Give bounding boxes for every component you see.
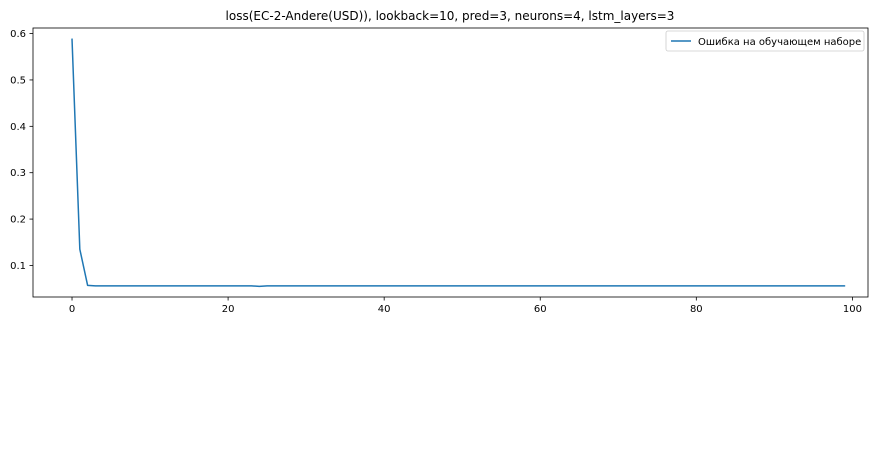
y-tick-label: 0.5 — [10, 75, 26, 86]
y-tick-label: 0.4 — [10, 122, 26, 133]
x-tick-label: 80 — [690, 304, 703, 315]
x-tick-label: 60 — [534, 304, 547, 315]
x-tick-label: 40 — [378, 304, 391, 315]
y-axis: 0.1 0.2 0.3 0.4 0.5 0.6 — [10, 29, 33, 272]
legend-box — [665, 30, 865, 52]
y-tick-label: 0.3 — [10, 168, 26, 179]
x-tick-label: 0 — [69, 304, 75, 315]
x-axis: 0 20 40 60 80 100 — [69, 297, 862, 315]
x-tick-label: 100 — [843, 304, 862, 315]
series-layer — [71, 38, 846, 288]
plot-frame — [32, 27, 869, 298]
y-tick-label: 0.1 — [10, 261, 26, 272]
y-tick-label: 0.6 — [10, 29, 26, 40]
series-line-0 — [71, 38, 846, 288]
legend-label: Ошибка на обучающем наборе — [698, 37, 861, 48]
legend: Ошибка на обучающем наборе — [665, 30, 865, 52]
x-tick-label: 20 — [222, 304, 235, 315]
chart-title: loss(EC-2-Andere(USD)), lookback=10, pre… — [226, 9, 675, 23]
y-tick-label: 0.2 — [10, 215, 26, 226]
